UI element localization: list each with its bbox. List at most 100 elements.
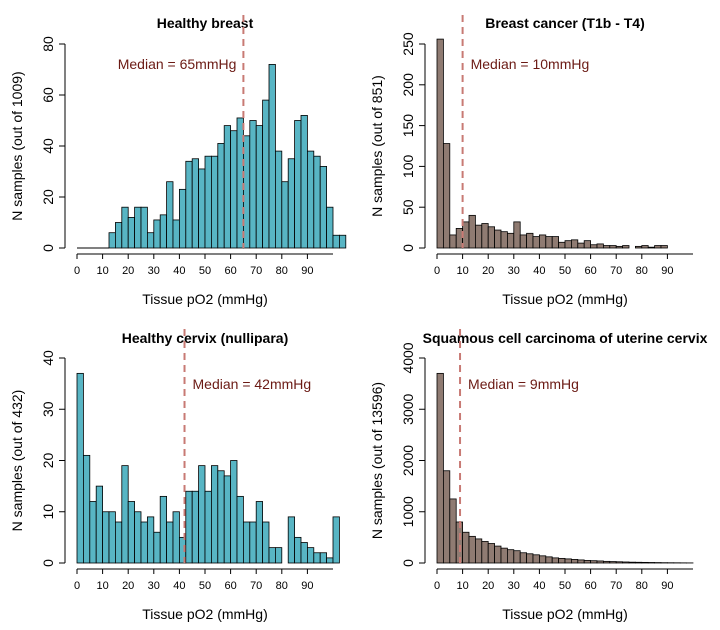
histogram-bar bbox=[294, 536, 302, 564]
histogram-bar bbox=[95, 485, 103, 564]
histogram-bar bbox=[217, 143, 225, 249]
histogram-bar bbox=[442, 143, 451, 249]
histogram-bar bbox=[204, 490, 212, 564]
histogram-bar bbox=[494, 545, 502, 564]
y-tick-label: 0 bbox=[40, 244, 56, 252]
x-tick-label: 20 bbox=[482, 580, 494, 592]
histogram-bar bbox=[577, 242, 585, 249]
median-label: Median = 42mmHg bbox=[193, 376, 312, 392]
histogram-bar bbox=[326, 206, 334, 249]
x-tick-label: 20 bbox=[122, 580, 134, 592]
histogram-bar bbox=[436, 372, 444, 564]
histogram-bar bbox=[294, 120, 302, 249]
x-tick-label: 90 bbox=[661, 580, 673, 592]
x-tick-label: 30 bbox=[508, 265, 520, 277]
histogram-bar bbox=[628, 561, 636, 564]
histogram-bar bbox=[326, 557, 334, 564]
x-tick-label: 80 bbox=[636, 580, 648, 592]
x-tick-label: 50 bbox=[559, 265, 571, 277]
histogram-bar bbox=[134, 206, 142, 249]
histogram-bar bbox=[622, 561, 630, 564]
y-axis-label: N samples (out of 851) bbox=[369, 75, 385, 217]
x-tick-label: 70 bbox=[250, 580, 262, 592]
histogram-bar bbox=[596, 560, 604, 564]
x-tick-label: 40 bbox=[533, 580, 545, 592]
histogram-bar bbox=[474, 224, 483, 249]
histogram-bar bbox=[487, 543, 496, 564]
histogram-bar bbox=[545, 236, 553, 249]
panel-healthy-cervix: Healthy cervix (nullipara) Median = 42mmH… bbox=[9, 329, 340, 622]
histogram-bar bbox=[121, 465, 129, 564]
histogram-bar bbox=[603, 560, 611, 564]
histogram-bar bbox=[140, 206, 148, 249]
histogram-bar bbox=[210, 465, 219, 564]
histogram-bar bbox=[539, 555, 547, 564]
x-tick-label: 0 bbox=[434, 580, 440, 592]
histogram-bar bbox=[513, 550, 521, 564]
y-tick-label: 2000 bbox=[400, 445, 416, 476]
x-tick-label: 10 bbox=[456, 265, 468, 277]
x-axis-label: Tissue pO2 (mmHg) bbox=[142, 291, 268, 307]
y-axis-label: N samples (out of 432) bbox=[9, 390, 25, 532]
y-tick-label: 1000 bbox=[400, 496, 416, 527]
histogram-bar bbox=[185, 160, 193, 249]
histogram-bar bbox=[89, 501, 97, 564]
histogram-bar bbox=[198, 465, 206, 564]
histogram-bar bbox=[526, 232, 534, 249]
histogram-bar bbox=[455, 521, 464, 564]
histogram-bar bbox=[474, 538, 483, 564]
histogram-bar bbox=[494, 229, 502, 249]
histogram-bar bbox=[191, 158, 199, 249]
histogram-bar bbox=[338, 234, 347, 249]
histogram-bar bbox=[564, 558, 572, 564]
histogram-bar bbox=[558, 241, 566, 249]
histogram-bar bbox=[436, 38, 444, 249]
histogram-bar bbox=[217, 470, 225, 564]
chart-title: Breast cancer (T1b - T4) bbox=[485, 15, 645, 31]
histogram-bar bbox=[140, 521, 148, 564]
histogram-bar bbox=[281, 181, 289, 249]
histogram-bar bbox=[622, 245, 630, 249]
histogram-bar bbox=[306, 547, 315, 564]
histogram-bar bbox=[539, 234, 547, 249]
x-tick-label: 30 bbox=[148, 580, 160, 592]
x-tick-label: 50 bbox=[199, 265, 211, 277]
histogram-bar bbox=[500, 231, 508, 249]
x-tick-label: 0 bbox=[434, 265, 440, 277]
histogram-bar bbox=[532, 554, 540, 564]
histogram-bar bbox=[558, 557, 566, 564]
histogram-bar bbox=[319, 165, 328, 249]
histogram-bar bbox=[159, 495, 167, 564]
histogram-bar bbox=[159, 214, 167, 249]
histogram-bar bbox=[487, 226, 496, 249]
histogram-bar bbox=[319, 552, 328, 564]
x-tick-label: 10 bbox=[456, 580, 468, 592]
panel-healthy-breast: Healthy breast Median = 65mmHg 0 20 40 60 80 0 1… bbox=[9, 15, 347, 307]
histogram-bar bbox=[603, 245, 611, 249]
chart-title: Healthy cervix (nullipara) bbox=[122, 330, 289, 346]
histogram-bar bbox=[172, 219, 180, 249]
x-axis-label: Tissue pO2 (mmHg) bbox=[142, 606, 268, 622]
x-tick-label: 80 bbox=[276, 265, 288, 277]
x-axis-label: Tissue pO2 (mmHg) bbox=[502, 291, 628, 307]
histogram-bar bbox=[577, 559, 585, 564]
histogram-bar bbox=[127, 501, 135, 564]
histogram-bar bbox=[615, 245, 624, 249]
y-tick-label: 0 bbox=[40, 559, 56, 567]
histogram-bar bbox=[230, 130, 238, 249]
histogram-bar bbox=[449, 234, 457, 249]
histogram-bar bbox=[210, 155, 219, 249]
y-tick-label: 60 bbox=[40, 87, 56, 103]
histogram-bar bbox=[178, 188, 187, 249]
histogram-bar bbox=[532, 236, 540, 249]
histogram-bar bbox=[551, 236, 560, 249]
histogram-bar bbox=[545, 556, 553, 564]
y-tick-label: 40 bbox=[40, 138, 56, 154]
histogram-bar bbox=[230, 460, 238, 564]
histogram-bar bbox=[641, 245, 649, 249]
x-tick-label: 90 bbox=[661, 265, 673, 277]
median-label: Median = 65mmHg bbox=[118, 56, 237, 72]
histogram-bar bbox=[635, 245, 643, 249]
histogram-bar bbox=[609, 561, 617, 564]
